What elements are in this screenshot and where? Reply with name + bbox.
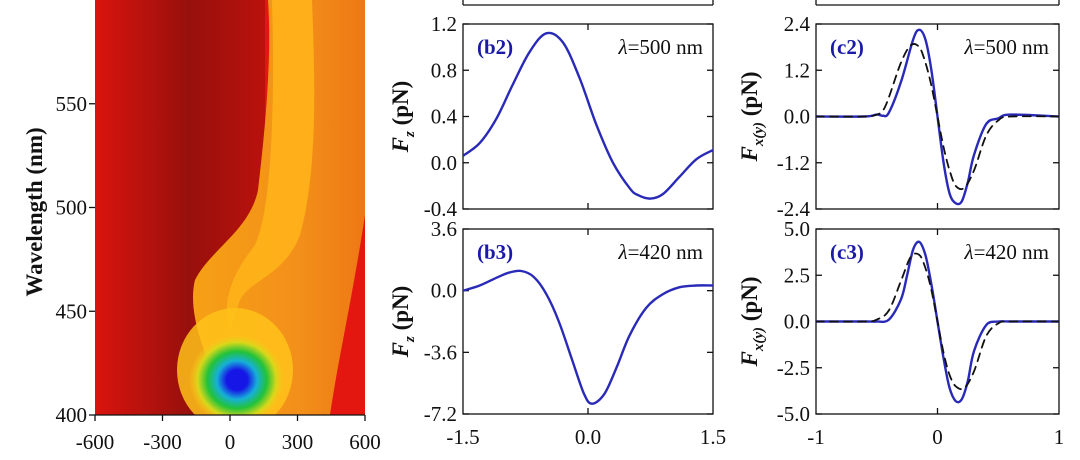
b2-y-label-subscript: z [402, 131, 418, 138]
panel-c2: 2.4 1.2 0.0 -1.2 -2.4 (c2) λ=500 nm Fx(y) (pN) [737, 12, 1060, 221]
c2-fx-line [816, 28, 1059, 206]
c3-fy-line [816, 252, 1059, 391]
c2-y-tick-label: -2.4 [777, 197, 811, 221]
b3-y-tick-label: 0.0 [431, 279, 457, 303]
b3-y-tick-label: -3.6 [424, 340, 457, 364]
heatmap-y-label: Wavelength (nm) [22, 127, 47, 296]
c2-lambda-symbol: λ [963, 35, 973, 59]
b2-lambda-symbol: λ [617, 35, 627, 59]
c2-y-tick-label: 1.2 [784, 58, 810, 82]
c2-fy-line [816, 42, 1059, 191]
b3-fz-line [463, 269, 713, 405]
b2-fz-line [463, 31, 713, 200]
b3-y-label-subscript: z [402, 336, 418, 343]
c3-x-tick-label: 0 [932, 425, 943, 449]
b3-x-tick-label: 1.5 [700, 425, 726, 449]
b2-y-label-unit: (pN) [388, 81, 413, 131]
c3-lambda-symbol: λ [963, 240, 973, 264]
heatmap-panel: -600 -300 0 300 600 400 450 500 550 Wavelength (… [22, 0, 381, 454]
b2-y-tick-label: -0.4 [424, 197, 458, 221]
panel-b2: 1.2 0.8 0.4 0.0 -0.4 (b2) λ=500 nm Fz (pN) [388, 12, 714, 221]
c2-series-group [816, 28, 1059, 206]
c2-lambda-value: =500 nm [974, 35, 1049, 59]
b3-lambda-symbol: λ [617, 240, 627, 264]
panel-c3: 5.0 2.5 0.0 -2.5 -5.0-1 0 1 (c3) λ=420 nm Fx(y) (… [737, 217, 1064, 449]
c3-lambda-label: λ=420 nm [963, 240, 1049, 264]
c2-y-tick-label: 0.0 [784, 105, 810, 129]
c2-y-label: Fx(y) (pN) [737, 72, 767, 163]
b3-lambda-value: =420 nm [628, 240, 703, 264]
heatmap-y-tick-label: 450 [56, 299, 88, 323]
b3-y-tick-label: -7.2 [424, 402, 457, 426]
panel-b3: 3.6 0.0 -3.6 -7.2-1.5 0.0 1.5 (b3) λ=420 nm Fz (… [388, 217, 726, 449]
heatmap-x-tick-label: 0 [225, 430, 236, 454]
b2-lambda-label: λ=500 nm [617, 35, 703, 59]
b3-y-label-symbol: F [388, 342, 413, 358]
c3-y-tick-label: -2.5 [777, 356, 810, 380]
c2-y-label-symbol: F [737, 146, 762, 162]
heatmap-right-edge [330, 0, 365, 415]
heatmap-x-tick-label: 300 [282, 430, 314, 454]
c3-y-label-subscript: x(y) [751, 327, 767, 352]
heatmap-hotspot [189, 334, 285, 415]
heatmap-yellow-ridge [226, 0, 315, 330]
b2-series-group [463, 31, 713, 200]
c2-y-label-subscript: x(y) [751, 122, 767, 147]
c3-x-tick-label: 1 [1054, 425, 1065, 449]
b2-y-tick-label: 0.8 [431, 58, 457, 82]
heatmap-y-tick-label: 550 [56, 92, 88, 116]
heatmap-y-tick-label: 500 [56, 196, 88, 220]
c3-y-tick-label: 2.5 [784, 263, 810, 287]
b3-lambda-label: λ=420 nm [617, 240, 703, 264]
heatmap-x-tick-label: -300 [143, 430, 182, 454]
heatmap-y-tick-label: 400 [56, 403, 88, 427]
c2-y-tick-label: 2.4 [784, 12, 811, 36]
b2-y-tick-label: 0.0 [431, 151, 457, 175]
c3-y-label: Fx(y) (pN) [737, 277, 767, 368]
top-panel-remnants [462, 0, 1060, 6]
b3-x-tick-label: 0.0 [575, 425, 601, 449]
c3-y-label-unit: (pN) [737, 277, 762, 327]
c3-lambda-value: =420 nm [974, 240, 1049, 264]
heatmap-x-tick-label: -600 [76, 430, 115, 454]
b3-y-tick-label: 3.6 [431, 217, 457, 241]
heatmap-field [95, 0, 365, 415]
b2-lambda-value: =500 nm [628, 35, 703, 59]
b2-panel-tag: (b2) [477, 35, 513, 59]
c3-y-tick-label: -5.0 [777, 402, 810, 426]
c2-panel-tag: (c2) [830, 35, 864, 59]
c3-series-group [816, 240, 1059, 404]
c3-y-tick-label: 5.0 [784, 217, 810, 241]
c3-panel-tag: (c3) [830, 240, 864, 264]
b3-series-group [463, 269, 713, 405]
b2-y-tick-label: 0.4 [431, 105, 458, 129]
heatmap-axes: -600 -300 0 300 600 400 450 500 550 [56, 92, 381, 454]
heatmap-x-tick-label: 600 [349, 430, 381, 454]
c2-lambda-label: λ=500 nm [963, 35, 1049, 59]
b3-x-tick-label: -1.5 [446, 425, 479, 449]
b3-y-label: Fz (pN) [388, 286, 418, 359]
b2-y-tick-label: 1.2 [431, 12, 457, 36]
c3-y-tick-label: 0.0 [784, 310, 810, 334]
c3-x-tick-label: -1 [807, 425, 825, 449]
b3-y-label-unit: (pN) [388, 286, 413, 336]
b3-panel-tag: (b3) [477, 240, 513, 264]
c2-y-tick-label: -1.2 [777, 151, 810, 175]
c2-y-label-unit: (pN) [737, 72, 762, 122]
c3-y-label-symbol: F [737, 351, 762, 367]
b2-y-label: Fz (pN) [388, 81, 418, 154]
b2-y-label-symbol: F [388, 137, 413, 153]
